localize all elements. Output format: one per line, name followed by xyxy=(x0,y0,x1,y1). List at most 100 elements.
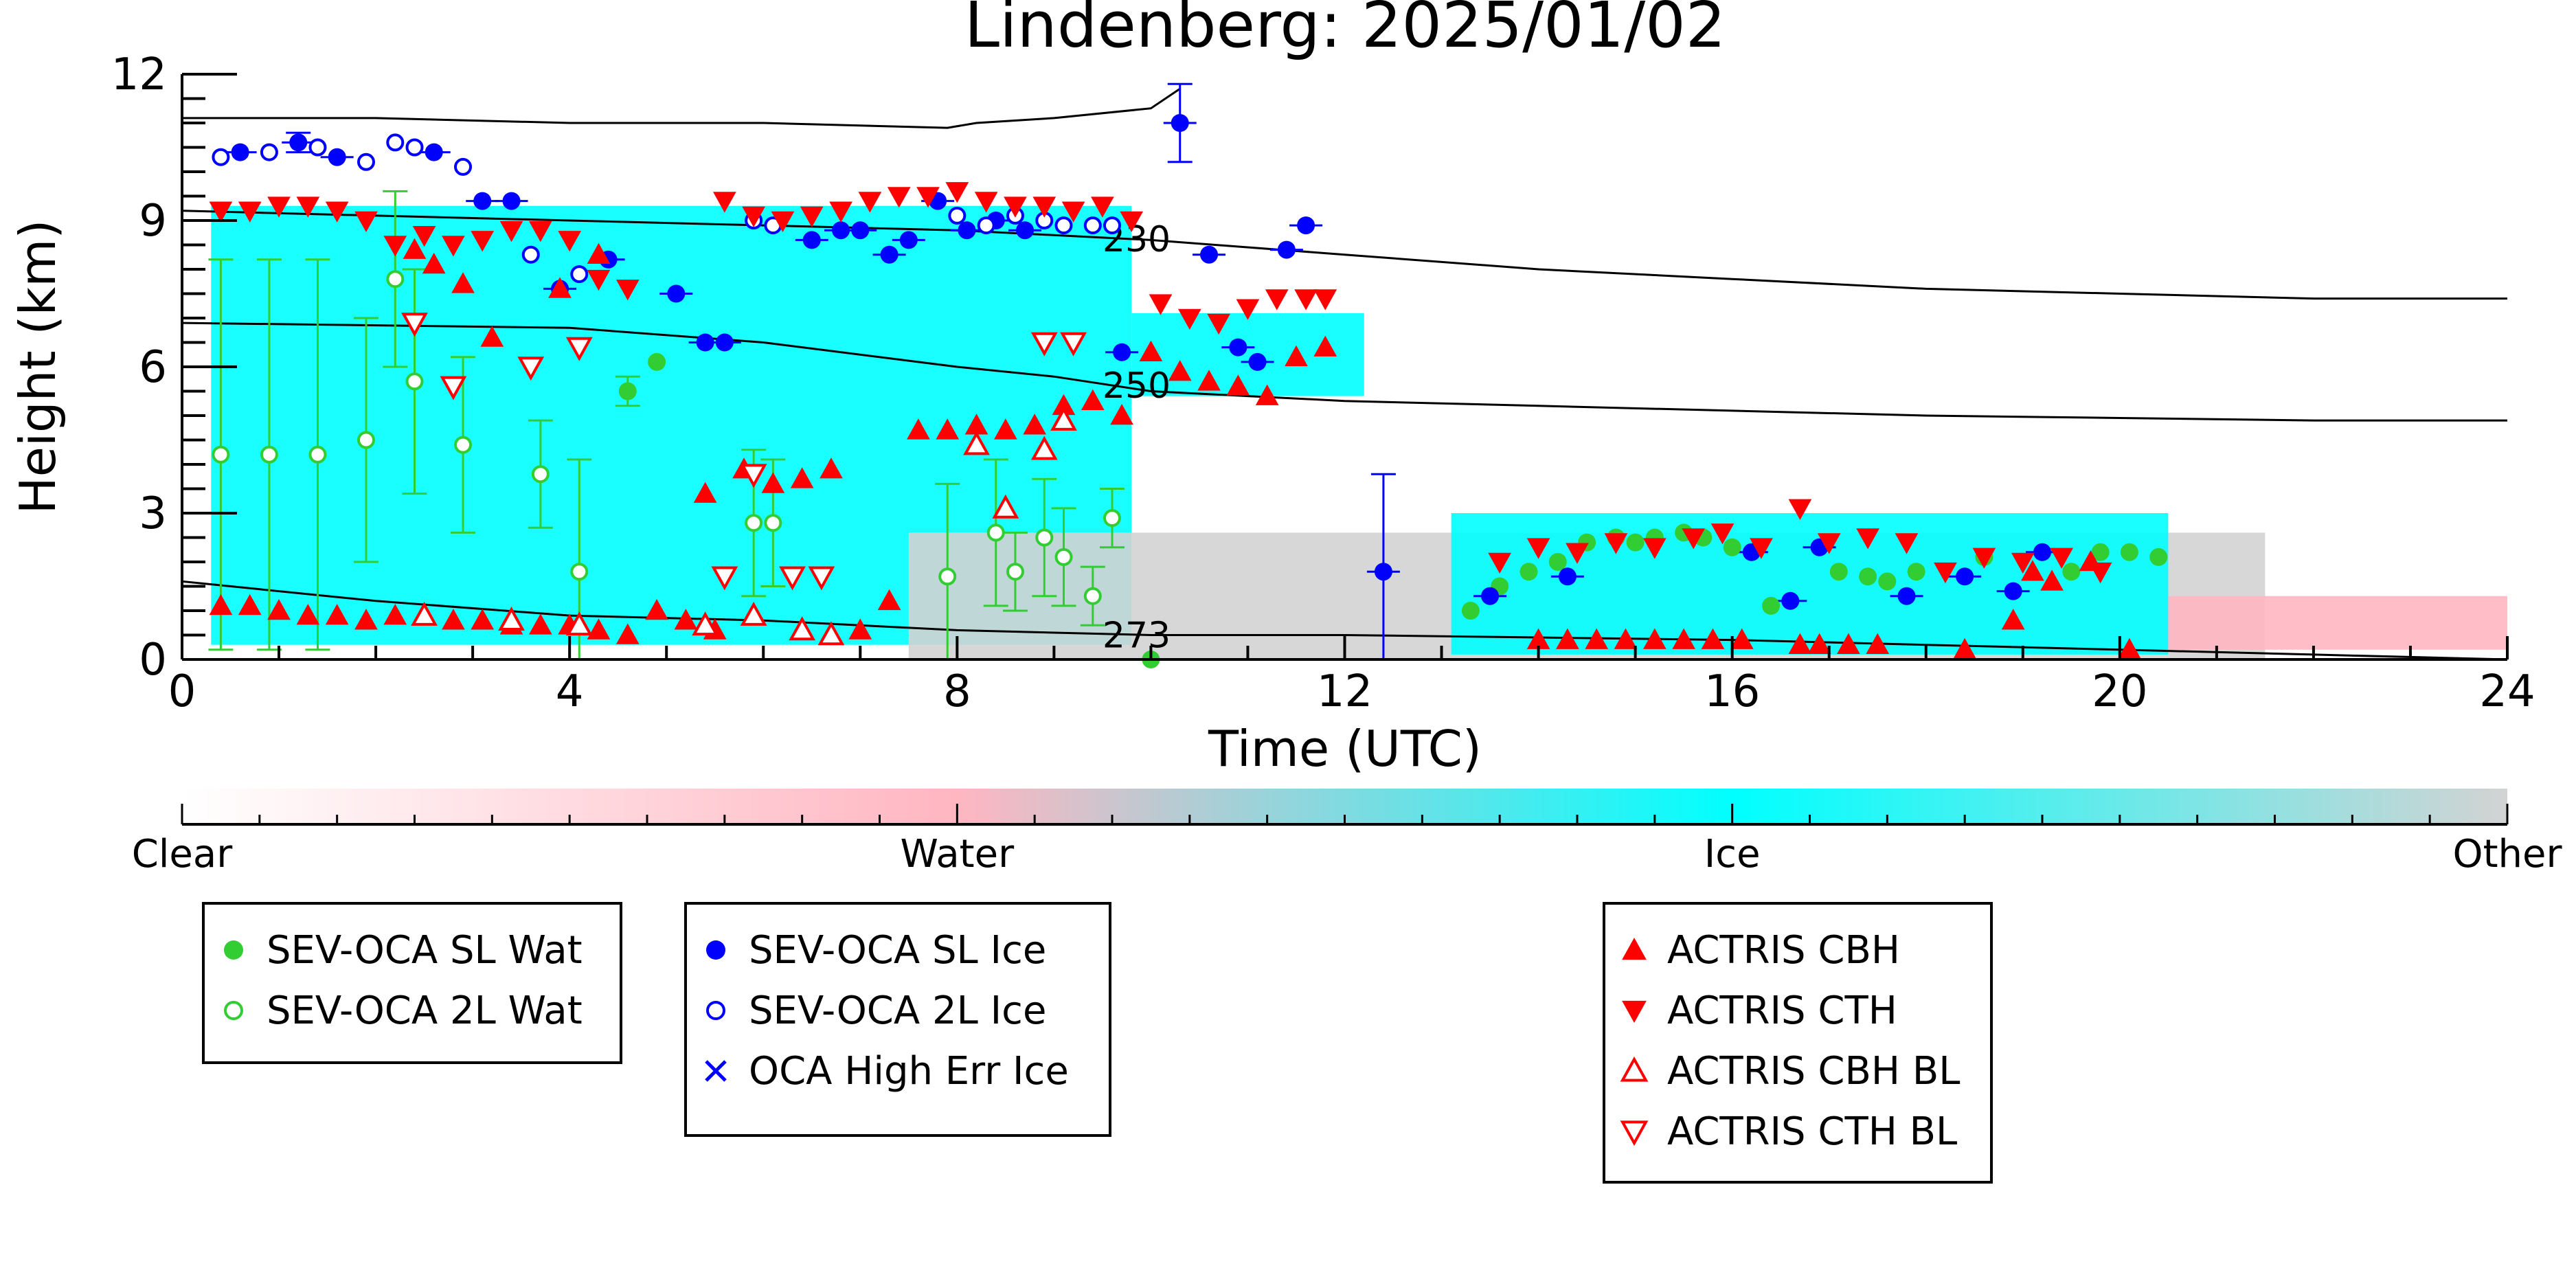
data-point-triangle-down xyxy=(238,201,262,223)
data-point-triangle-down xyxy=(1313,289,1337,310)
legend-marker-icon xyxy=(1620,1056,1649,1082)
data-point-open-triangle-down xyxy=(779,566,806,591)
data-point-triangle-down xyxy=(1856,528,1879,550)
data-point-open-circle xyxy=(570,265,589,284)
data-point-triangle-down xyxy=(1207,313,1230,335)
contour-line xyxy=(182,210,2507,300)
legend-label: SEV-OCA 2L Ice xyxy=(749,988,1047,1033)
data-point-filled-circle xyxy=(1548,553,1567,571)
data-point-triangle-up xyxy=(325,604,349,625)
data-point-triangle-down xyxy=(712,192,736,213)
data-point-triangle-up xyxy=(1807,633,1831,654)
data-point-triangle-up xyxy=(1672,628,1695,649)
data-point-filled-circle xyxy=(1558,567,1577,586)
data-point-triangle-up xyxy=(1226,374,1250,396)
data-point-triangle-up xyxy=(2021,560,2044,581)
y-tick-label: 0 xyxy=(139,635,167,686)
data-point-open-circle xyxy=(405,372,424,391)
data-point-open-circle xyxy=(357,152,375,171)
data-point-open-triangle-down xyxy=(740,464,767,488)
data-point-filled-circle xyxy=(851,221,870,240)
data-point-open-circle xyxy=(948,206,967,225)
data-point-open-triangle-down xyxy=(1060,332,1087,357)
data-point-triangle-down xyxy=(1061,201,1085,223)
data-point-triangle-up xyxy=(1788,633,1812,654)
data-point-open-circle xyxy=(1103,509,1121,528)
data-point-open-triangle-up xyxy=(692,611,719,636)
data-point-triangle-down xyxy=(1895,533,1919,554)
axes: 0 4 8 12 16 20 24 0 3 6 9 12 xyxy=(111,49,2535,717)
data-point-open-triangle-down xyxy=(711,566,738,591)
legend-label: SEV-OCA SL Ice xyxy=(749,927,1047,973)
data-point-triangle-up xyxy=(1023,414,1047,435)
y-tick-label: 12 xyxy=(111,49,167,100)
data-point-triangle-down xyxy=(1091,196,1114,218)
legend-marker-icon xyxy=(1622,937,1647,960)
data-point-filled-circle xyxy=(328,148,346,166)
legend-label: OCA High Err Ice xyxy=(749,1048,1069,1094)
data-point-open-circle xyxy=(1083,216,1102,235)
data-point-filled-circle xyxy=(1878,572,1897,591)
legend-marker xyxy=(705,1060,727,1082)
y-tick-label: 6 xyxy=(139,342,167,393)
legend-water: SEV-OCA SL Wat SEV-OCA 2L Wat xyxy=(202,902,622,1064)
data-point-triangle-up xyxy=(645,598,668,620)
data-point-triangle-up xyxy=(1081,389,1105,410)
legend-entry: ACTRIS CBH BL xyxy=(1618,1043,1960,1098)
data-point-open-circle xyxy=(764,514,782,532)
data-point-triangle-up xyxy=(907,418,930,440)
data-point-filled-circle xyxy=(2004,582,2022,600)
data-point-filled-circle xyxy=(648,352,666,371)
data-point-open-circle xyxy=(405,138,424,157)
data-point-open-circle xyxy=(521,245,540,264)
data-point-triangle-up xyxy=(1585,628,1609,649)
legend-marker xyxy=(706,1001,725,1020)
data-point-filled-circle xyxy=(1016,221,1035,240)
x-tick-label: 20 xyxy=(2092,666,2147,717)
data-point-triangle-down xyxy=(1149,294,1173,315)
data-point-triangle-down xyxy=(1710,523,1735,545)
data-point-open-triangle-up xyxy=(992,494,1019,519)
y-axis-label: Height (km) xyxy=(9,220,67,515)
data-point-triangle-up xyxy=(693,482,717,503)
data-point-triangle-down xyxy=(945,182,969,203)
data-point-open-circle xyxy=(212,148,230,166)
data-point-open-triangle-up xyxy=(498,607,525,631)
data-point-triangle-down xyxy=(471,231,495,252)
data-point-filled-circle xyxy=(1248,352,1267,371)
data-point-open-circle xyxy=(531,465,550,484)
data-point-triangle-up xyxy=(354,609,378,630)
data-point-open-triangle-up xyxy=(789,616,816,641)
data-point-open-triangle-down xyxy=(440,376,467,400)
data-point-triangle-down xyxy=(1604,533,1628,554)
data-point-filled-circle xyxy=(1277,240,1296,259)
data-point-open-circle xyxy=(1103,216,1121,235)
legend-entry: SEV-OCA SL Ice xyxy=(699,923,1046,978)
data-point-triangle-up xyxy=(848,618,872,640)
data-point-filled-circle xyxy=(880,245,899,264)
colorbar-label: Clear xyxy=(132,832,233,877)
data-point-filled-circle xyxy=(502,192,521,210)
data-point-triangle-down xyxy=(442,236,465,257)
data-point-open-triangle-down xyxy=(565,337,593,361)
legend-marker xyxy=(224,1001,243,1020)
chart-title: Lindenberg: 2025/01/02 xyxy=(964,0,1726,62)
data-point-triangle-up xyxy=(2040,569,2064,591)
data-point-filled-circle xyxy=(1781,591,1800,610)
colorbar-label: Ice xyxy=(1704,832,1761,877)
data-point-open-triangle-down xyxy=(1030,332,1058,357)
legend-label: ACTRIS CTH BL xyxy=(1667,1109,1958,1154)
data-point-triangle-up xyxy=(209,594,233,615)
data-point-open-circle xyxy=(454,436,473,454)
data-point-triangle-up xyxy=(587,618,611,640)
data-point-triangle-down xyxy=(800,206,824,227)
data-point-open-circle xyxy=(308,138,327,157)
data-point-filled-circle xyxy=(1113,343,1131,361)
data-point-filled-circle xyxy=(289,133,308,152)
data-point-triangle-down xyxy=(1236,299,1260,320)
data-point-triangle-down xyxy=(1032,196,1057,218)
data-point-triangle-down xyxy=(1750,538,1773,559)
data-point-open-circle xyxy=(1035,528,1054,547)
legend-marker xyxy=(1620,1120,1649,1146)
data-point-filled-circle xyxy=(667,284,686,303)
